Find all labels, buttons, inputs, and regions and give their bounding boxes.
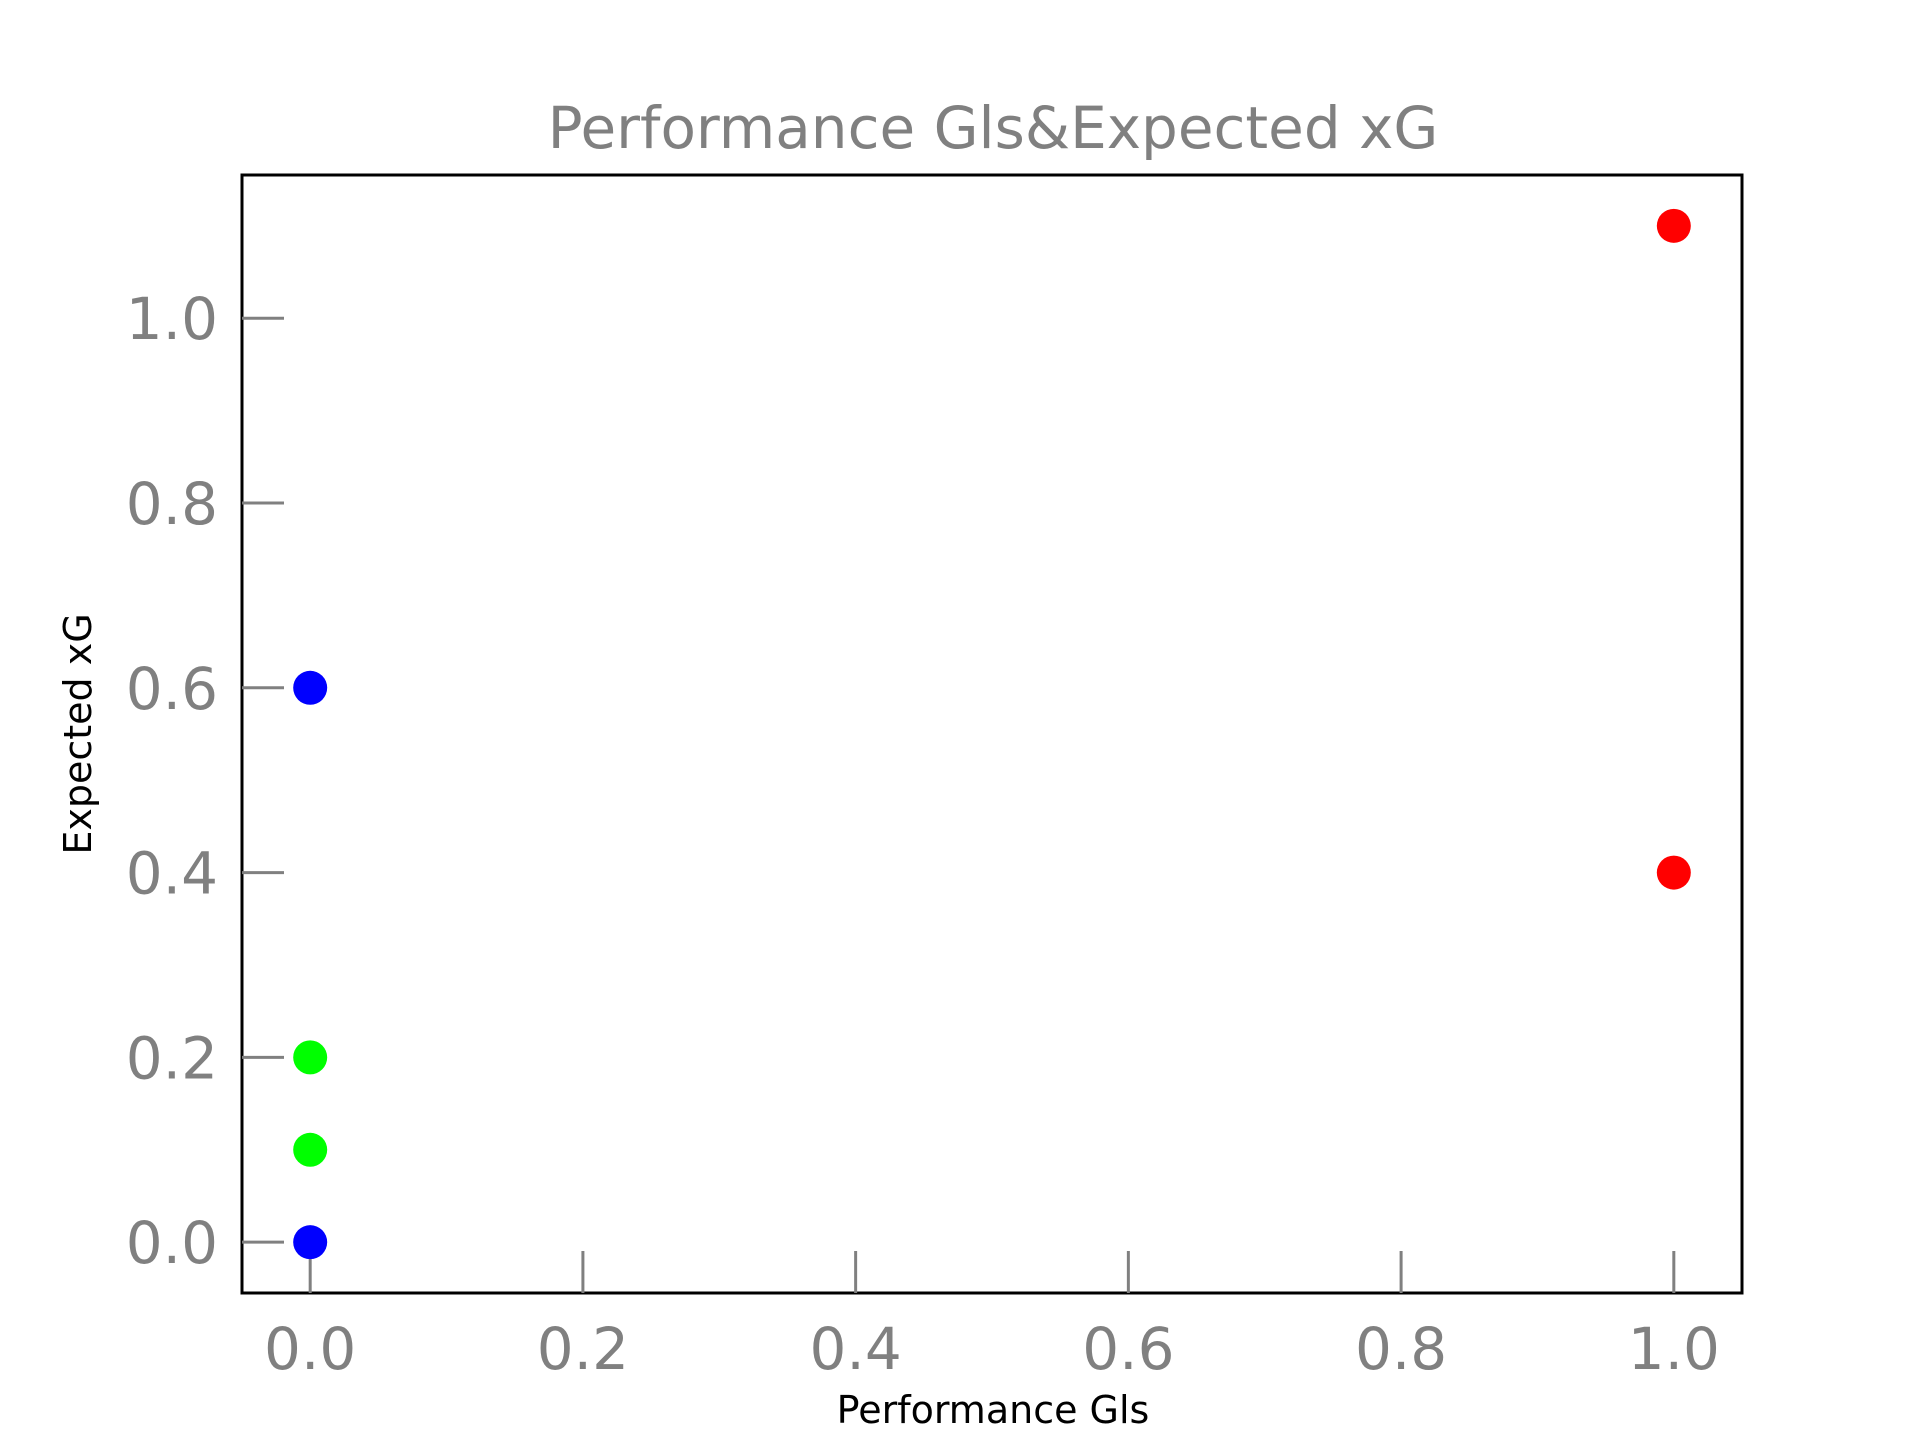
x-tick-label: 0.2 <box>537 1315 629 1383</box>
chart-title: Performance Gls&Expected xG <box>548 94 1439 162</box>
y-tick-label: 0.0 <box>126 1209 218 1277</box>
x-axis: 0.0 0.2 0.4 0.6 0.8 1.0 <box>264 1251 1720 1383</box>
plot-area <box>240 173 1744 1295</box>
data-point-5 <box>1656 855 1691 890</box>
y-tick-label: 0.2 <box>126 1024 218 1092</box>
x-tick-label: 0.0 <box>264 1315 356 1383</box>
x-tick-label: 0.8 <box>1355 1315 1447 1383</box>
data-point-1 <box>293 1225 328 1260</box>
data-point-3 <box>293 1132 328 1167</box>
y-tick-label: 0.8 <box>126 470 218 538</box>
y-tick-label: 0.4 <box>126 840 218 908</box>
y-axis-label: Expected xG <box>56 613 100 854</box>
x-tick-label: 0.6 <box>1082 1315 1174 1383</box>
x-tick-label: 0.4 <box>810 1315 902 1383</box>
x-axis-label: Performance Gls <box>837 1388 1150 1432</box>
y-axis: 0.0 0.2 0.4 0.6 0.8 1.0 <box>126 285 284 1277</box>
data-point-4 <box>1656 208 1691 243</box>
data-points <box>293 208 1691 1260</box>
data-point-2 <box>293 1040 328 1075</box>
y-tick-label: 1.0 <box>126 285 218 353</box>
data-point-0 <box>293 670 328 705</box>
x-tick-label: 1.0 <box>1628 1315 1720 1383</box>
y-tick-label: 0.6 <box>126 655 218 723</box>
